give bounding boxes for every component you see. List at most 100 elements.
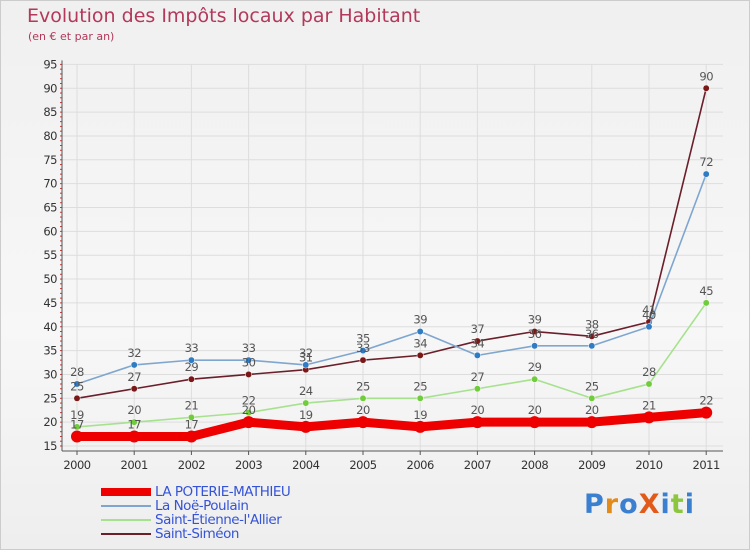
series-line-la-noe-poulain <box>76 173 708 385</box>
data-label-la-poterie-mathieu-2006: 19 <box>413 408 427 422</box>
data-label-saint-etienne-l-allier-2011: 45 <box>699 284 713 298</box>
legend-label: LA POTERIE-MATHIEU <box>155 484 291 500</box>
data-label-la-noe-poulain-2010: 40 <box>642 308 656 322</box>
x-tick-label-2011: 2011 <box>693 458 720 472</box>
y-tick-label-55: 55 <box>43 248 57 262</box>
data-label-saint-etienne-l-allier-2008: 29 <box>528 360 542 374</box>
y-tick-label-45: 45 <box>43 296 57 310</box>
data-label-la-poterie-mathieu-2000: 17 <box>70 417 84 431</box>
data-label-la-noe-poulain-2003: 33 <box>242 341 256 355</box>
point-saint-etienne-l-allier-2005 <box>359 394 367 402</box>
data-label-saint-simeon-2011: 90 <box>699 69 713 83</box>
data-label-la-noe-poulain-2002: 33 <box>185 341 199 355</box>
y-tick-label-40: 40 <box>43 320 57 334</box>
y-tick-label-95: 95 <box>43 57 57 71</box>
data-label-la-poterie-mathieu-2007: 20 <box>471 403 485 417</box>
point-la-poterie-mathieu-2007 <box>471 416 484 429</box>
data-label-saint-simeon-2003: 30 <box>242 355 256 369</box>
point-la-poterie-mathieu-2000 <box>71 430 83 443</box>
data-label-saint-simeon-2008: 39 <box>528 313 542 327</box>
proxiti-watermark-logo: ProXiti <box>584 489 695 520</box>
x-tick-label-2008: 2008 <box>521 458 548 472</box>
legend-swatch-saint-etienne-l-allier <box>101 519 151 521</box>
point-la-poterie-mathieu-2011 <box>700 406 713 419</box>
data-label-la-noe-poulain-2009: 36 <box>585 327 599 341</box>
point-saint-etienne-l-allier-2011 <box>702 299 710 307</box>
point-la-poterie-mathieu-2008 <box>528 416 541 429</box>
point-saint-simeon-2006 <box>416 351 424 359</box>
point-la-noe-poulain-2001 <box>130 361 138 369</box>
point-la-noe-poulain-2007 <box>473 351 481 359</box>
point-la-poterie-mathieu-2002 <box>185 430 198 443</box>
data-label-saint-etienne-l-allier-2003: 22 <box>242 394 256 408</box>
data-label-saint-etienne-l-allier-2005: 25 <box>356 379 370 393</box>
data-label-la-noe-poulain-2000: 28 <box>70 365 84 379</box>
y-tick-label-30: 30 <box>43 367 57 381</box>
y-tick-label-25: 25 <box>43 391 57 405</box>
point-la-noe-poulain-2002 <box>187 356 195 364</box>
x-tick-label-2007: 2007 <box>464 458 491 472</box>
point-saint-simeon-2011 <box>702 84 710 92</box>
data-label-saint-simeon-2007: 37 <box>471 322 485 336</box>
data-label-saint-simeon-2005: 33 <box>356 341 370 355</box>
data-label-la-noe-poulain-2011: 72 <box>699 155 713 169</box>
x-tick-label-2001: 2001 <box>121 458 148 472</box>
point-la-noe-poulain-2010 <box>645 323 653 331</box>
data-label-saint-etienne-l-allier-2007: 27 <box>471 370 485 384</box>
data-label-saint-etienne-l-allier-2000: 19 <box>70 408 84 422</box>
data-label-la-noe-poulain-2008: 36 <box>528 327 542 341</box>
data-label-la-poterie-mathieu-2005: 20 <box>356 403 370 417</box>
data-label-la-poterie-mathieu-2008: 20 <box>528 403 542 417</box>
data-label-la-poterie-mathieu-2003: 20 <box>242 403 256 417</box>
y-tick-label-70: 70 <box>43 177 57 191</box>
legend-label: Saint-Étienne-l'Allier <box>155 512 282 528</box>
data-label-saint-simeon-2001: 27 <box>127 370 141 384</box>
point-saint-etienne-l-allier-2009 <box>588 394 596 402</box>
x-tick-label-2002: 2002 <box>178 458 205 472</box>
data-label-saint-etienne-l-allier-2006: 25 <box>413 379 427 393</box>
data-label-saint-simeon-2009: 38 <box>585 317 599 331</box>
data-label-la-noe-poulain-2004: 32 <box>299 346 313 360</box>
point-la-poterie-mathieu-2003 <box>242 416 255 429</box>
x-tick-label-2006: 2006 <box>407 458 434 472</box>
series-line-la-poterie-mathieu <box>72 408 711 441</box>
point-saint-simeon-2005 <box>359 356 367 364</box>
x-tick-label-2010: 2010 <box>635 458 662 472</box>
point-la-noe-poulain-2009 <box>588 342 596 350</box>
point-la-noe-poulain-2003 <box>245 356 253 364</box>
point-saint-etienne-l-allier-2000 <box>73 423 81 431</box>
y-tick-label-75: 75 <box>43 153 57 167</box>
data-label-saint-etienne-l-allier-2010: 28 <box>642 365 656 379</box>
point-saint-etienne-l-allier-2001 <box>130 418 138 426</box>
point-la-noe-poulain-2011 <box>702 170 710 178</box>
point-saint-simeon-2000 <box>73 394 81 402</box>
x-tick-label-2004: 2004 <box>292 458 319 472</box>
point-la-noe-poulain-2005 <box>359 347 367 355</box>
data-label-saint-simeon-2000: 25 <box>70 379 84 393</box>
x-tick-label-2003: 2003 <box>235 458 262 472</box>
series-line-saint-simeon <box>76 87 708 400</box>
data-label-la-noe-poulain-2005: 35 <box>356 332 370 346</box>
point-la-poterie-mathieu-2004 <box>299 420 312 433</box>
y-tick-label-15: 15 <box>43 439 57 453</box>
point-saint-etienne-l-allier-2007 <box>473 385 481 393</box>
data-label-la-poterie-mathieu-2009: 20 <box>585 403 599 417</box>
legend-swatch-saint-simeon <box>101 533 151 535</box>
legend-swatch-la-poterie-mathieu <box>101 488 151 496</box>
point-la-poterie-mathieu-2009 <box>585 416 598 429</box>
legend-label: La Noë-Poulain <box>155 498 249 514</box>
point-saint-simeon-2008 <box>531 328 539 335</box>
y-tick-label-80: 80 <box>43 129 57 143</box>
point-saint-simeon-2009 <box>588 332 596 340</box>
point-saint-etienne-l-allier-2002 <box>187 413 195 421</box>
point-la-poterie-mathieu-2010 <box>643 411 655 424</box>
x-tick-label-2009: 2009 <box>578 458 605 472</box>
y-tick-label-65: 65 <box>43 201 57 215</box>
data-label-saint-etienne-l-allier-2009: 25 <box>585 379 599 393</box>
y-tick-label-85: 85 <box>43 105 57 119</box>
data-label-la-noe-poulain-2006: 39 <box>413 313 427 327</box>
data-label-saint-simeon-2004: 31 <box>299 351 313 365</box>
data-label-la-poterie-mathieu-2004: 19 <box>299 408 313 422</box>
point-saint-simeon-2002 <box>187 375 195 383</box>
